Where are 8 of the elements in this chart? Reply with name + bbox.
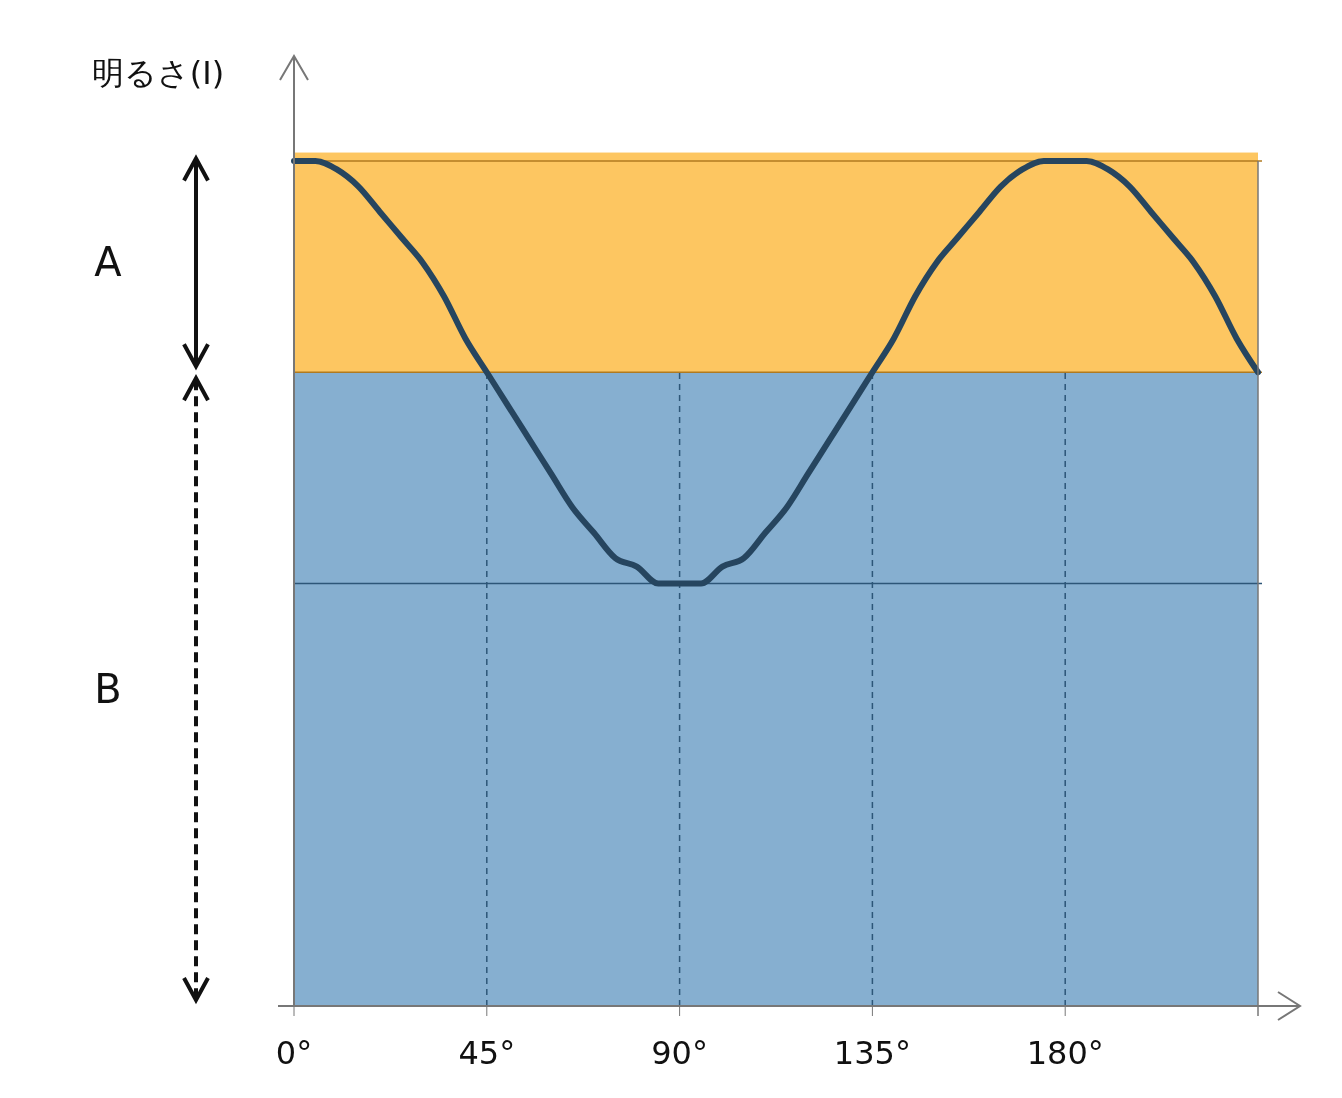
x-tick-label: 0° (275, 1034, 313, 1072)
x-tick-label: 180° (1026, 1034, 1104, 1072)
x-tick-label: 135° (833, 1034, 911, 1072)
y-axis-title: 明るさ(I) (91, 54, 225, 92)
text: B (94, 666, 122, 713)
x-tick-label: 90° (651, 1034, 708, 1072)
text: A (94, 239, 123, 286)
x-tick-label: 45° (458, 1034, 516, 1072)
